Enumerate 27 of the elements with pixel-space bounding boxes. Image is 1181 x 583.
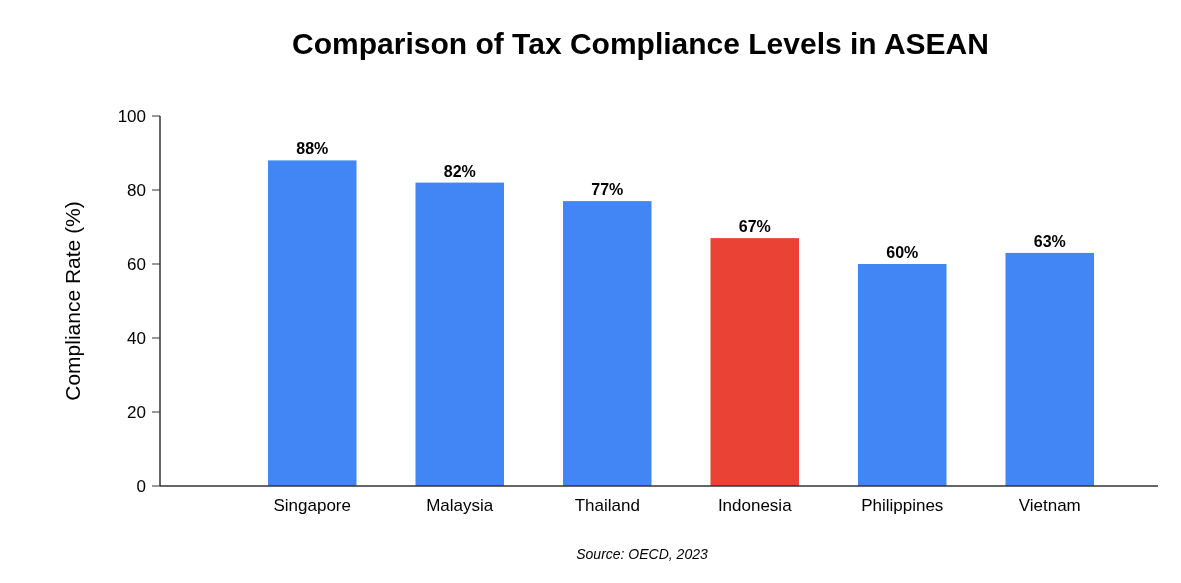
data-label: 82% xyxy=(443,162,476,180)
bar xyxy=(268,160,357,486)
data-label: 88% xyxy=(296,140,329,158)
y-tick-label: 80 xyxy=(127,180,146,200)
bar xyxy=(858,264,947,486)
bar xyxy=(1005,252,1094,486)
bar xyxy=(710,238,799,486)
x-tick-label: Philippines xyxy=(861,496,944,515)
x-tick-label: Singapore xyxy=(273,496,352,515)
y-tick-label: 20 xyxy=(127,402,146,422)
x-tick-label: Thailand xyxy=(574,496,640,515)
x-tick-label: Malaysia xyxy=(426,496,494,515)
y-axis-title: Compliance Rate (%) xyxy=(61,201,84,401)
x-tick-label: Indonesia xyxy=(717,496,793,515)
x-tick-label: Vietnam xyxy=(1018,496,1081,515)
source-note: Source: OECD, 2023 xyxy=(576,546,708,562)
data-label: 60% xyxy=(886,244,919,261)
y-tick-label: 40 xyxy=(127,328,146,348)
data-label: 77% xyxy=(591,181,624,199)
data-label: 63% xyxy=(1033,232,1066,250)
y-tick-label: 100 xyxy=(117,106,146,126)
data-label: 67% xyxy=(738,218,771,236)
y-tick-label: 0 xyxy=(136,476,146,496)
y-tick-label: 60 xyxy=(127,254,146,274)
bar xyxy=(563,201,652,486)
bar xyxy=(415,182,504,486)
chart-title: Comparison of Tax Compliance Levels in ASEAN xyxy=(292,27,989,60)
